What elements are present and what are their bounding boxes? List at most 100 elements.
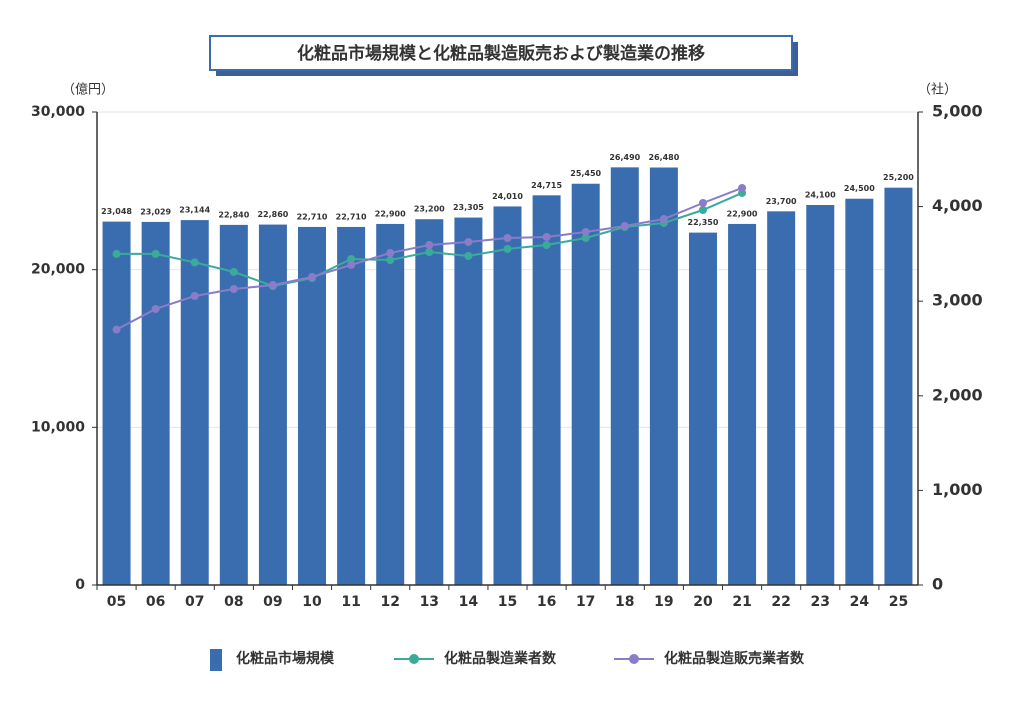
bar: [532, 195, 561, 585]
x-tick-label: 22: [771, 594, 790, 610]
marker: [738, 183, 747, 192]
y2-tick-label: 0: [932, 575, 943, 594]
value-label: 24,010: [492, 192, 523, 201]
legend-marker: [629, 654, 639, 664]
bar: [845, 198, 874, 585]
x-tick-label: 19: [654, 594, 673, 610]
marker: [698, 199, 707, 208]
x-tick-label: 24: [850, 594, 870, 610]
legend-label: 化粧品製造販売業者数: [664, 650, 805, 667]
marker: [112, 249, 121, 258]
x-tick-label: 25: [889, 594, 908, 610]
marker: [229, 267, 238, 276]
x-tick-label: 14: [459, 594, 479, 610]
y2-tick-label: 3,000: [932, 291, 983, 310]
y2-tick-label: 2,000: [932, 385, 983, 404]
bar: [102, 221, 131, 585]
x-tick-label: 11: [341, 594, 360, 610]
value-label: 22,900: [727, 209, 758, 218]
value-label: 22,710: [297, 212, 328, 221]
x-tick-label: 15: [498, 594, 517, 610]
legend-marker: [409, 654, 419, 664]
marker: [620, 221, 629, 230]
value-label: 25,200: [883, 173, 914, 182]
bar: [649, 167, 678, 586]
value-label: 23,700: [766, 197, 797, 206]
y2-tick-label: 4,000: [932, 196, 983, 215]
bar: [337, 226, 366, 585]
marker: [542, 232, 551, 241]
bar: [884, 187, 913, 585]
value-label: 22,710: [336, 212, 367, 221]
marker: [386, 248, 395, 257]
bar: [728, 223, 757, 585]
x-tick-label: 23: [811, 594, 830, 610]
value-label: 24,500: [844, 184, 875, 193]
x-tick-label: 10: [302, 594, 322, 610]
y-tick-label: 20,000: [31, 262, 85, 278]
bar: [376, 223, 405, 585]
value-label: 22,840: [218, 210, 249, 219]
value-label: 24,715: [531, 181, 562, 190]
x-tick-label: 08: [224, 594, 243, 610]
chart-title: 化粧品市場規模と化粧品製造販売および製造業の推移: [297, 43, 705, 64]
marker: [190, 258, 199, 267]
bar: [493, 206, 522, 586]
y2-tick-label: 5,000: [932, 102, 983, 121]
bar: [571, 183, 600, 585]
marker: [112, 325, 121, 334]
marker: [464, 251, 473, 260]
marker: [581, 234, 590, 243]
value-label: 24,100: [805, 191, 836, 200]
x-tick-label: 17: [576, 594, 595, 610]
bar: [415, 219, 444, 586]
bar: [454, 217, 483, 585]
x-tick-label: 13: [420, 594, 439, 610]
marker: [425, 241, 434, 250]
marker: [151, 304, 160, 313]
bar: [610, 167, 639, 585]
y2-tick-label: 1,000: [932, 480, 983, 499]
value-label: 23,048: [101, 207, 132, 216]
bar: [767, 211, 796, 585]
x-tick-label: 07: [185, 594, 204, 610]
marker: [659, 214, 668, 223]
y-tick-label: 10,000: [31, 419, 85, 435]
marker: [503, 244, 512, 253]
x-tick-label: 20: [693, 594, 713, 610]
legend-label: 化粧品市場規模: [236, 650, 335, 667]
marker: [386, 256, 395, 265]
bar: [180, 220, 209, 586]
bar: [141, 221, 170, 586]
x-tick-label: 18: [615, 594, 634, 610]
bar: [298, 226, 327, 585]
marker: [347, 255, 356, 264]
y2-unit: （社）: [918, 82, 957, 98]
marker: [347, 260, 356, 269]
x-tick-label: 09: [263, 594, 282, 610]
y-unit: （億円）: [62, 82, 114, 98]
marker: [542, 241, 551, 250]
value-label: 23,144: [179, 206, 210, 215]
marker: [190, 291, 199, 300]
x-tick-label: 05: [107, 594, 126, 610]
x-tick-label: 16: [537, 594, 556, 610]
x-tick-label: 06: [146, 594, 165, 610]
bar: [688, 232, 717, 586]
x-tick-label: 12: [380, 594, 399, 610]
title-box: [209, 35, 793, 71]
value-label: 22,860: [257, 210, 288, 219]
legend-swatch: [210, 649, 222, 671]
value-label: 22,350: [688, 218, 719, 227]
marker: [151, 249, 160, 258]
value-label: 26,480: [648, 153, 679, 162]
value-label: 23,305: [453, 203, 484, 212]
value-label: 22,900: [375, 209, 406, 218]
marker: [581, 227, 590, 236]
value-label: 26,490: [609, 153, 640, 162]
marker: [698, 206, 707, 215]
bar: [219, 224, 248, 585]
marker: [308, 272, 317, 281]
bar: [258, 224, 287, 585]
